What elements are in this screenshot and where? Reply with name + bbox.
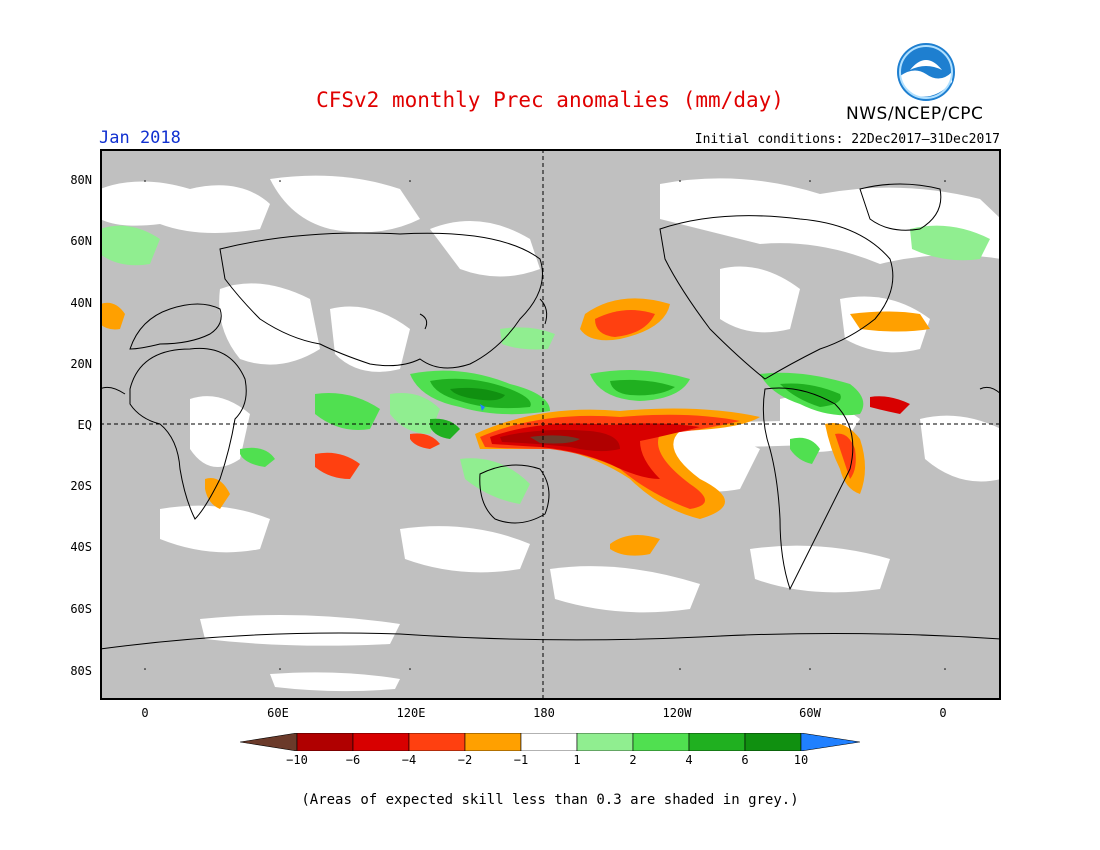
no-skill-patches [100,175,1001,692]
colorbar-arrow-high [800,732,861,752]
colorbar-segment [520,732,578,752]
lat-label: 60S [70,602,92,616]
colorbar-tick-label: −10 [286,753,308,767]
coastlines [99,183,1002,650]
lon-label: 120W [662,706,692,720]
lon-label: 0 [141,706,149,720]
lat-label: 40N [70,296,92,310]
colorbar-segment [296,732,354,752]
noaa-logo-bird [910,60,942,70]
lat-label: 60N [70,234,92,248]
colorbar-tick-label: −6 [345,753,361,767]
lon-label: 0 [939,706,947,720]
colorbar-arrow-low [239,732,298,752]
noaa-logo-ring [899,45,953,99]
noaa-logo-wave [900,70,952,97]
colorbar-tick-label: 10 [793,753,809,767]
colorbar-tick-label: 4 [685,753,693,767]
lat-label: 20S [70,479,92,493]
colorbar-segment [688,732,746,752]
colorbar-segment [744,732,802,752]
africa-outline [129,347,247,520]
lat-label: EQ [77,418,92,432]
grid-dots [144,180,946,670]
asia-outline [219,232,543,369]
lon-label: 180 [533,706,555,720]
colorbar-segment [352,732,410,752]
lat-label: 80S [70,664,92,678]
colorbar [239,732,861,752]
colorbar-tick-label: −2 [457,753,473,767]
antarctica-outline [99,632,1002,650]
agency-label: NWS/NCEP/CPC [846,104,984,124]
colorbar-segment [464,732,522,752]
colorbar-segment [632,732,690,752]
lat-label: 40S [70,540,92,554]
colorbar-tick-label: −1 [513,753,529,767]
australia-outline [479,464,550,524]
initial-conditions-label: Initial conditions: 22Dec2017–31Dec2017 [694,132,1000,147]
colorbar-tick-label: 1 [573,753,581,767]
map-frame [100,149,1001,700]
colorbar-tick-label: −4 [401,753,417,767]
anomaly-map [99,149,1002,700]
skill-footnote: (Areas of expected skill less than 0.3 a… [301,792,799,808]
lon-label: 60E [267,706,289,720]
page-title: CFSv2 monthly Prec anomalies (mm/day) [316,88,784,112]
north-america-outline [659,215,894,380]
colorbar-segment [408,732,466,752]
lon-label: 60W [799,706,821,720]
colorbar-segment [576,732,634,752]
noaa-logo [896,42,956,102]
lon-label: 120E [396,706,426,720]
south-america-outline [762,387,854,591]
greenland-outline [859,183,942,231]
month-label: Jan 2018 [99,128,181,148]
lat-label: 80N [70,173,92,187]
europe-outline [129,303,222,350]
lat-label: 20N [70,357,92,371]
negative-anomalies [100,298,930,556]
colorbar-tick-label: 6 [741,753,749,767]
colorbar-tick-label: 2 [629,753,637,767]
